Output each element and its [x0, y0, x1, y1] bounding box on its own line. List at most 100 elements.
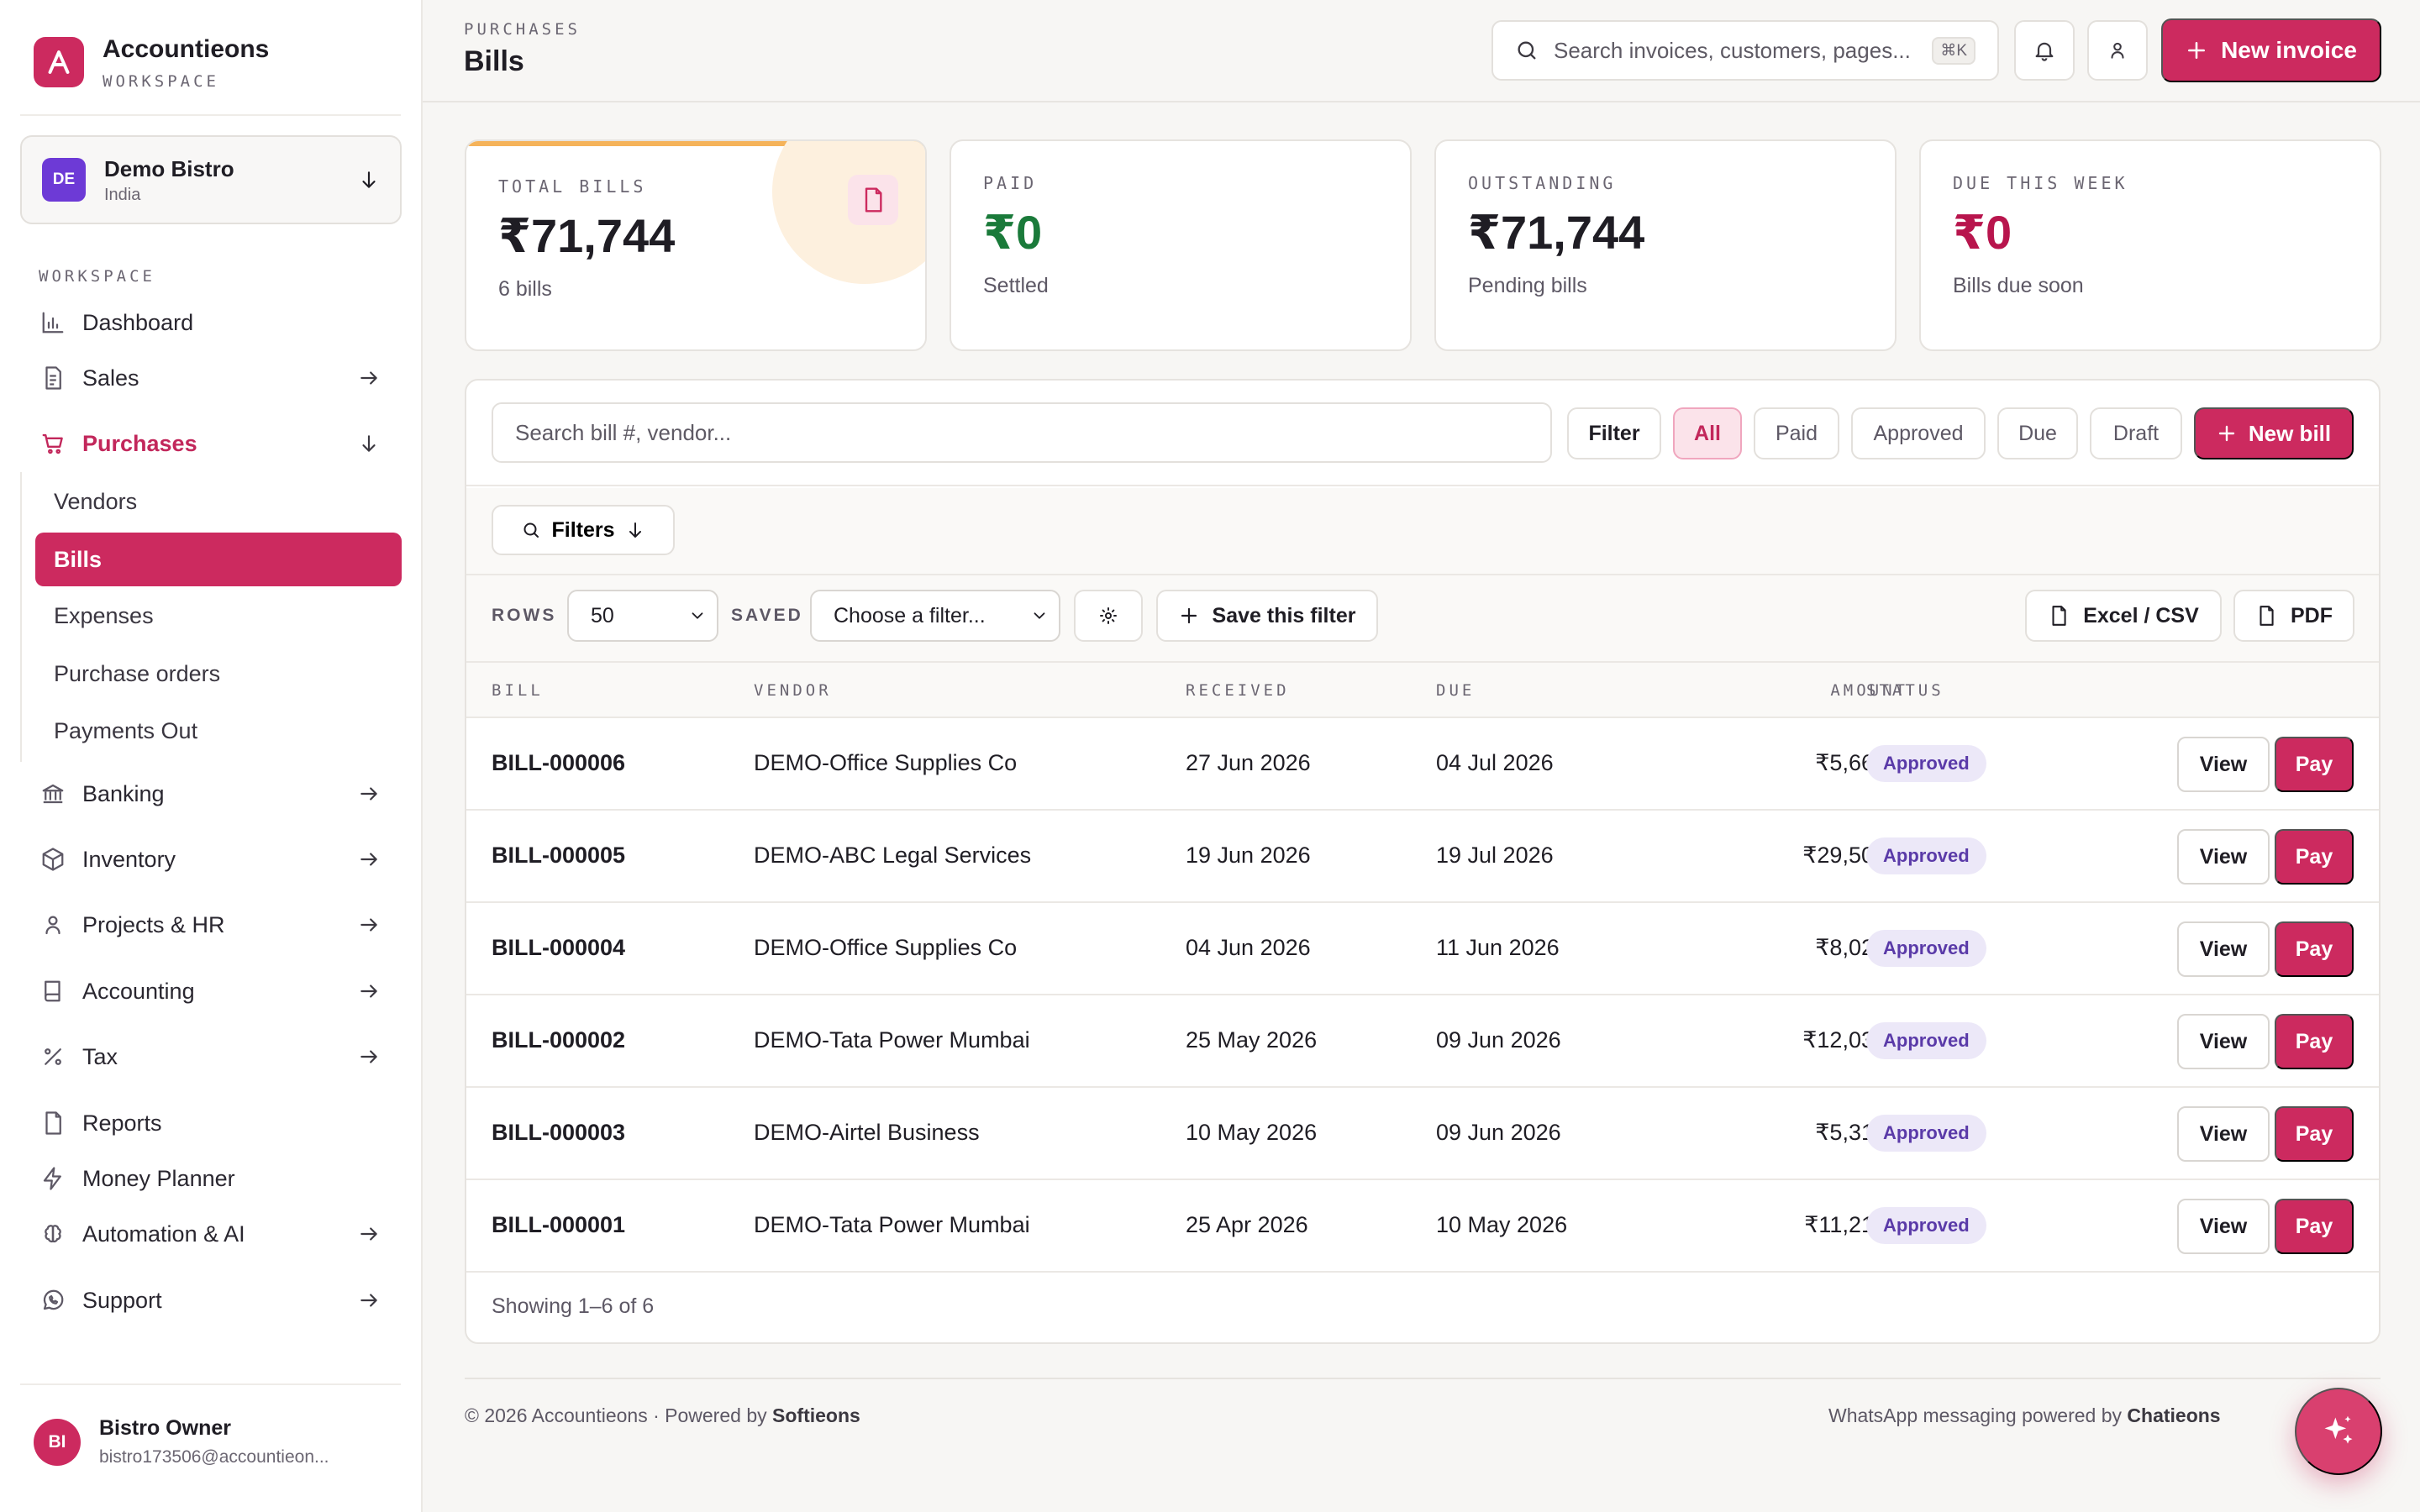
- table-row[interactable]: BILL-000005 DEMO-ABC Legal Services 19 J…: [466, 811, 2379, 903]
- brand[interactable]: Accountieons WORKSPACE: [34, 34, 269, 91]
- tab-due[interactable]: Due: [1997, 407, 2078, 459]
- notifications-button[interactable]: [2014, 20, 2075, 81]
- table-row[interactable]: BILL-000004 DEMO-Office Supplies Co 04 J…: [466, 903, 2379, 995]
- bill-number[interactable]: BILL-000004: [492, 935, 626, 960]
- column-header-bill[interactable]: BILL: [492, 681, 544, 700]
- footer-copyright: © 2026 Accountieons · Powered by Softieo…: [465, 1404, 860, 1427]
- rows-select[interactable]: 50: [567, 590, 718, 642]
- sidebar-item-purchases[interactable]: Purchases: [39, 423, 383, 465]
- filter-settings-button[interactable]: [1074, 590, 1143, 642]
- sidebar-item-automation-ai[interactable]: Automation & AI: [39, 1213, 383, 1255]
- filters-button[interactable]: Filters: [492, 505, 675, 555]
- sidebar-item-label: Inventory: [82, 846, 176, 872]
- card-subtext: Pending bills: [1468, 274, 1587, 297]
- pay-button[interactable]: Pay: [2275, 1014, 2354, 1069]
- whatsapp-icon: [39, 1286, 67, 1315]
- sidebar-item-money-planner[interactable]: Money Planner: [39, 1158, 383, 1200]
- org-switcher[interactable]: DE Demo Bistro India: [20, 135, 402, 224]
- table-row[interactable]: BILL-000003 DEMO-Airtel Business 10 May …: [466, 1088, 2379, 1180]
- tab-approved[interactable]: Approved: [1851, 407, 1986, 459]
- global-search-input[interactable]: Search invoices, customers, pages... ⌘K: [1491, 20, 1999, 81]
- sidebar-subitem-payments-out[interactable]: Payments Out: [54, 717, 198, 743]
- save-filter-button[interactable]: Save this filter: [1156, 590, 1378, 642]
- sidebar-item-label: Sales: [82, 365, 139, 391]
- tab-paid[interactable]: Paid: [1754, 407, 1839, 459]
- column-header-status[interactable]: STATUS: [1866, 681, 1944, 700]
- view-button[interactable]: View: [2177, 1106, 2270, 1162]
- column-header-due[interactable]: DUE: [1436, 681, 1476, 700]
- tab-draft[interactable]: Draft: [2090, 407, 2182, 459]
- filters-label: Filters: [551, 517, 615, 542]
- column-header-vendor[interactable]: VENDOR: [754, 681, 832, 700]
- received-date: 27 Jun 2026: [1186, 750, 1311, 775]
- bank-icon: [39, 780, 67, 808]
- bill-number[interactable]: BILL-000005: [492, 843, 626, 868]
- document-icon: [2048, 605, 2070, 627]
- sidebar-item-tax[interactable]: Tax: [39, 1036, 383, 1078]
- sidebar-subitem-expenses[interactable]: Expenses: [54, 602, 154, 628]
- summary-card-due-this-week: DUE THIS WEEK ₹0 Bills due soon: [1919, 139, 2381, 351]
- view-button[interactable]: View: [2177, 1199, 2270, 1254]
- sidebar-subitem-bills[interactable]: Bills: [35, 533, 402, 586]
- sidebar-item-dashboard[interactable]: Dashboard: [39, 302, 383, 344]
- sparkle-icon: [2320, 1413, 2357, 1450]
- table-row[interactable]: BILL-000006 DEMO-Office Supplies Co 27 J…: [466, 718, 2379, 811]
- pay-button[interactable]: Pay: [2275, 1106, 2354, 1162]
- bell-icon: [2033, 39, 2056, 62]
- book-icon: [39, 977, 67, 1005]
- bill-search-input[interactable]: Search bill #, vendor...: [492, 402, 1552, 463]
- table-row[interactable]: BILL-000001 DEMO-Tata Power Mumbai 25 Ap…: [466, 1180, 2379, 1273]
- filter-button[interactable]: Filter: [1567, 407, 1661, 459]
- due-date: 04 Jul 2026: [1436, 750, 1554, 775]
- box-icon: [39, 845, 67, 874]
- tab-all[interactable]: All: [1673, 407, 1742, 459]
- user-menu[interactable]: BI Bistro Owner bistro173506@accountieon…: [34, 1416, 351, 1467]
- chevron-down-icon: [1030, 606, 1049, 625]
- table-row[interactable]: BILL-000002 DEMO-Tata Power Mumbai 25 Ma…: [466, 995, 2379, 1088]
- sidebar-item-accounting[interactable]: Accounting: [39, 970, 383, 1012]
- new-bill-button[interactable]: New bill: [2194, 407, 2354, 459]
- footer-brand-link[interactable]: Softieons: [772, 1404, 860, 1426]
- sidebar-subitem-purchase-orders[interactable]: Purchase orders: [54, 660, 221, 686]
- bill-number[interactable]: BILL-000002: [492, 1027, 626, 1053]
- sidebar-item-support[interactable]: Support: [39, 1279, 383, 1321]
- ai-assistant-button[interactable]: [2295, 1388, 2382, 1475]
- brand-subtitle: WORKSPACE: [103, 72, 219, 91]
- pay-button[interactable]: Pay: [2275, 921, 2354, 977]
- export-excel-button[interactable]: Excel / CSV: [2025, 590, 2222, 642]
- sidebar-item-label: Money Planner: [82, 1165, 235, 1191]
- footer-chatieons-link[interactable]: Chatieons: [2127, 1404, 2221, 1426]
- column-header-amount[interactable]: AMOUNT: [1830, 681, 1908, 700]
- received-date: 19 Jun 2026: [1186, 843, 1311, 868]
- sidebar-item-sales[interactable]: Sales: [39, 357, 383, 399]
- arrow-right-icon: [355, 364, 383, 392]
- vendor-name: DEMO-Tata Power Mumbai: [754, 1212, 1030, 1237]
- bill-number[interactable]: BILL-000003: [492, 1120, 626, 1145]
- sidebar-item-projects-hr[interactable]: Projects & HR: [39, 904, 383, 946]
- new-invoice-button[interactable]: New invoice: [2161, 18, 2381, 82]
- view-button[interactable]: View: [2177, 921, 2270, 977]
- export-pdf-button[interactable]: PDF: [2233, 590, 2354, 642]
- status-badge: Approved: [1866, 837, 1986, 874]
- sidebar-item-inventory[interactable]: Inventory: [39, 838, 383, 880]
- card-value: ₹0: [1953, 206, 2012, 259]
- bill-number[interactable]: BILL-000006: [492, 750, 626, 775]
- breadcrumb[interactable]: PURCHASES: [464, 20, 581, 39]
- cart-icon: [39, 429, 67, 458]
- view-button[interactable]: View: [2177, 829, 2270, 885]
- arrow-right-icon: [355, 1220, 383, 1248]
- sidebar-item-reports[interactable]: Reports: [39, 1102, 383, 1144]
- due-date: 09 Jun 2026: [1436, 1027, 1561, 1053]
- profile-button[interactable]: [2087, 20, 2148, 81]
- column-header-received[interactable]: RECEIVED: [1186, 681, 1290, 700]
- bill-number[interactable]: BILL-000001: [492, 1212, 626, 1237]
- view-button[interactable]: View: [2177, 1014, 2270, 1069]
- pay-button[interactable]: Pay: [2275, 829, 2354, 885]
- saved-filter-select[interactable]: Choose a filter...: [810, 590, 1060, 642]
- sidebar-item-banking[interactable]: Banking: [39, 773, 383, 815]
- pay-button[interactable]: Pay: [2275, 1199, 2354, 1254]
- view-button[interactable]: View: [2177, 737, 2270, 792]
- pay-button[interactable]: Pay: [2275, 737, 2354, 792]
- card-label: TOTAL BILLS: [498, 176, 647, 197]
- sidebar-subitem-vendors[interactable]: Vendors: [54, 488, 138, 514]
